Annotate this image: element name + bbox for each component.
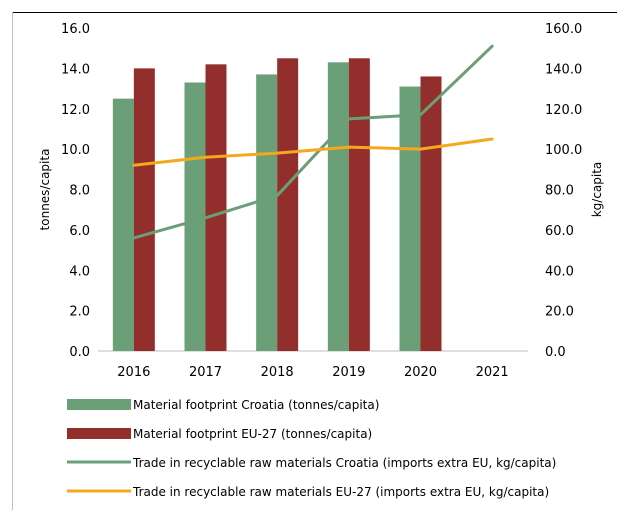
x-tick-label: 2018 — [261, 365, 294, 380]
y-left-tick-label: 4.0 — [69, 264, 90, 279]
y-right-tick-label: 160.0 — [545, 22, 582, 37]
legend-label: Material footprint Croatia (tonnes/capit… — [133, 398, 379, 412]
bar — [399, 86, 421, 351]
lines-layer — [132, 44, 494, 240]
y-right-tick-label: 20.0 — [545, 305, 574, 320]
y-left-axis-title: tonnes/capita — [38, 149, 52, 231]
top-border — [12, 12, 617, 13]
bar — [205, 64, 227, 352]
x-tick-label: 2019 — [332, 365, 365, 380]
series-line — [132, 137, 494, 167]
bar — [420, 76, 442, 351]
bar — [184, 82, 206, 351]
y-right-tick-label: 0.0 — [545, 345, 566, 360]
bars-layer — [112, 58, 442, 352]
y-left-tick-label: 0.0 — [69, 345, 90, 360]
bar — [327, 62, 349, 351]
legend-label: Trade in recyclable raw materials EU-27 … — [132, 485, 549, 499]
y-left-tick-label: 2.0 — [69, 305, 90, 320]
y-right-tick-label: 140.0 — [545, 62, 582, 77]
y-right-tick-label: 100.0 — [545, 143, 582, 158]
legend-label: Material footprint EU-27 (tonnes/capita) — [133, 427, 372, 441]
bar — [133, 68, 155, 351]
axes-layer: 0.0 2.0 4.0 6.0 8.0 10.0 12.0 14.0 16.0 0.0 20.0 40… — [38, 22, 604, 380]
y-left-tick-label: 8.0 — [69, 184, 90, 199]
bar — [348, 58, 370, 351]
bar — [277, 58, 299, 351]
bar — [112, 98, 134, 351]
legend: Material footprint Croatia (tonnes/capit… — [67, 398, 556, 499]
legend-label: Trade in recyclable raw materials Croati… — [132, 456, 556, 470]
x-tick-label: 2016 — [117, 365, 150, 380]
y-right-axis-title: kg/capita — [590, 162, 604, 218]
y-right-tick-label: 80.0 — [545, 184, 574, 199]
y-right-tick-label: 60.0 — [545, 224, 574, 239]
x-tick-label: 2020 — [404, 365, 437, 380]
y-left-tick-label: 12.0 — [61, 103, 90, 118]
y-left-tick-label: 6.0 — [69, 224, 90, 239]
series-line — [132, 44, 494, 240]
y-left-tick-label: 10.0 — [61, 143, 90, 158]
legend-swatch — [67, 399, 131, 410]
y-left-tick-label: 14.0 — [61, 62, 90, 77]
y-left-tick-label: 16.0 — [61, 22, 90, 37]
left-border — [12, 12, 13, 510]
legend-swatch — [67, 428, 131, 439]
x-tick-label: 2021 — [476, 365, 509, 380]
y-right-tick-label: 40.0 — [545, 264, 574, 279]
x-tick-label: 2017 — [189, 365, 222, 380]
y-right-tick-label: 120.0 — [545, 103, 582, 118]
bar — [256, 74, 278, 352]
